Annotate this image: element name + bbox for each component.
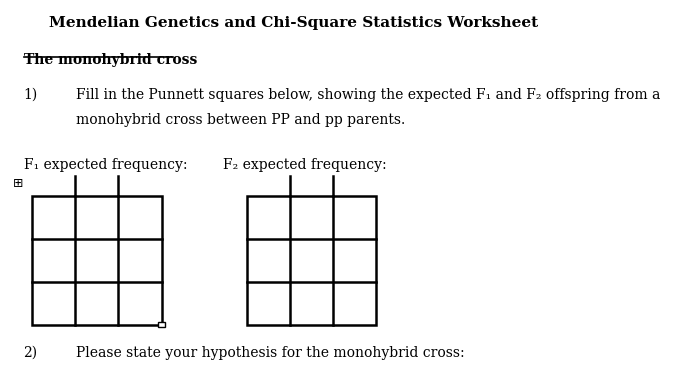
Bar [247,196,376,325]
Text: F₂ expected frequency:: F₂ expected frequency: [223,158,387,172]
Text: Fill in the Punnett squares below, showing the expected F₁ and F₂ offspring from: Fill in the Punnett squares below, showi… [76,88,661,102]
Text: monohybrid cross between PP and pp parents.: monohybrid cross between PP and pp paren… [76,113,405,127]
Bar [32,196,162,325]
Text: Mendelian Genetics and Chi-Square Statistics Worksheet: Mendelian Genetics and Chi-Square Statis… [49,16,538,30]
Bar [158,322,165,327]
Text: 1): 1) [24,88,38,102]
Text: Please state your hypothesis for the monohybrid cross:: Please state your hypothesis for the mon… [76,346,465,360]
Text: ⊞: ⊞ [13,177,23,190]
Text: 2): 2) [24,346,38,360]
Text: F₁ expected frequency:: F₁ expected frequency: [24,158,187,172]
Text: The monohybrid cross: The monohybrid cross [24,53,197,67]
